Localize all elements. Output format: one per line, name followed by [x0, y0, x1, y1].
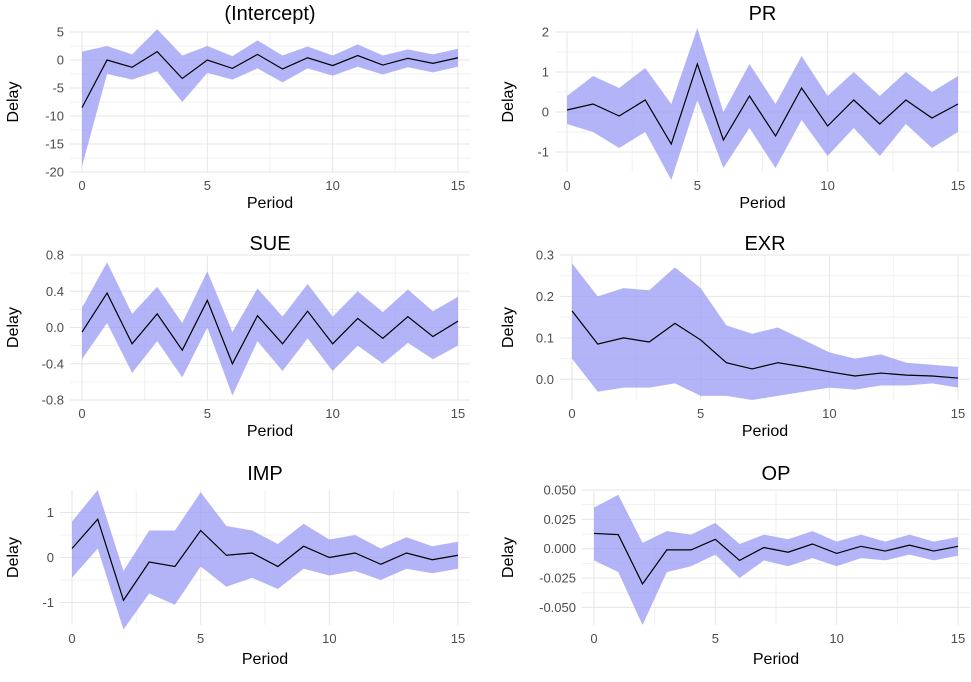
x-axis-title: Period	[742, 423, 788, 440]
x-tick-label: 0	[568, 406, 575, 421]
x-tick-label: 5	[694, 178, 701, 193]
y-axis-title: Delay	[5, 537, 22, 578]
y-tick-label: -0.025	[539, 571, 576, 586]
x-tick-label: 5	[697, 406, 704, 421]
y-tick-label: 5	[57, 25, 64, 40]
panel-title: EXR	[744, 233, 785, 255]
panel-title: (Intercept)	[224, 3, 315, 25]
x-axis-title: Period	[753, 651, 799, 668]
y-tick-label: 0	[57, 53, 64, 68]
y-tick-label: 0.8	[46, 248, 64, 263]
x-tick-label: 10	[325, 178, 339, 193]
y-tick-label: -0.4	[42, 356, 64, 371]
x-axis-title: Period	[247, 195, 293, 212]
y-axis-title: Delay	[500, 82, 517, 123]
y-tick-label: -1	[537, 145, 549, 160]
x-tick-label: 0	[78, 178, 85, 193]
y-tick-label: 0.3	[536, 248, 554, 263]
y-tick-label: -0.050	[539, 600, 576, 615]
y-tick-label: 0.025	[543, 512, 576, 527]
y-tick-label: 1	[542, 65, 549, 80]
x-tick-label: 15	[951, 631, 965, 646]
x-tick-label: 0	[78, 406, 85, 421]
panel-title: PR	[749, 3, 777, 25]
x-tick-label: 10	[820, 178, 834, 193]
x-tick-label: 0	[68, 631, 75, 646]
x-tick-label: 15	[951, 406, 965, 421]
x-tick-label: 10	[325, 406, 339, 421]
x-tick-label: 15	[451, 406, 465, 421]
x-tick-label: 15	[451, 178, 465, 193]
y-tick-label: 1	[47, 505, 54, 520]
panel-title: SUE	[249, 233, 290, 255]
x-tick-label: 5	[712, 631, 719, 646]
x-tick-label: 5	[197, 631, 204, 646]
x-axis-title: Period	[739, 195, 785, 212]
x-tick-label: 10	[829, 631, 843, 646]
y-tick-label: -15	[45, 137, 64, 152]
x-tick-label: 10	[322, 631, 336, 646]
panel-6: 0 5 10 15 -0.050 -0.025 0.000 0.025 0.050 OP Perio…	[500, 463, 970, 668]
y-tick-label: 0.2	[536, 289, 554, 304]
y-tick-label: -1	[42, 595, 54, 610]
panel-5: 0 5 10 15 -1 0 1 IMP Period Delay	[5, 463, 470, 668]
y-tick-label: -5	[52, 81, 64, 96]
y-tick-label: 0.4	[46, 284, 64, 299]
x-tick-label: 15	[451, 631, 465, 646]
y-tick-label: 0.0	[46, 320, 64, 335]
y-tick-label: -0.8	[42, 393, 64, 408]
y-axis-title: Delay	[5, 307, 22, 348]
panel-title: IMP	[247, 463, 283, 485]
x-axis-title: Period	[242, 651, 288, 668]
y-tick-label: 2	[542, 25, 549, 40]
x-axis-title: Period	[247, 423, 293, 440]
y-tick-label: 0.0	[536, 372, 554, 387]
y-tick-label: 0	[542, 105, 549, 120]
y-tick-label: 0.050	[543, 483, 576, 498]
y-tick-label: -10	[45, 109, 64, 124]
x-tick-label: 5	[204, 406, 211, 421]
panel-4: 0 5 10 15 0.0 0.1 0.2 0.3 EXR Period Delay	[500, 233, 970, 440]
x-tick-label: 5	[204, 178, 211, 193]
panel-3: 0 5 10 15 -0.8 -0.4 0.0 0.4 0.8 SUE Period Delay	[5, 233, 470, 440]
x-tick-label: 15	[951, 178, 965, 193]
y-tick-label: 0.1	[536, 330, 554, 345]
panel-1: 0 5 10 15 -20 -15 -10 -5 0 5 (Intercept) Period Dela…	[5, 3, 470, 212]
panel-title: OP	[762, 463, 791, 485]
x-tick-label: 10	[822, 406, 836, 421]
x-tick-label: 0	[563, 178, 570, 193]
y-axis-title: Delay	[500, 537, 517, 578]
y-tick-label: 0	[47, 550, 54, 565]
y-axis-title: Delay	[500, 307, 517, 348]
y-axis-title: Delay	[5, 82, 22, 123]
x-tick-label: 0	[590, 631, 597, 646]
y-tick-label: -20	[45, 165, 64, 180]
y-tick-label: 0.000	[543, 541, 576, 556]
panel-2: 0 5 10 15 -1 0 1 2 PR Period Delay	[500, 3, 970, 212]
